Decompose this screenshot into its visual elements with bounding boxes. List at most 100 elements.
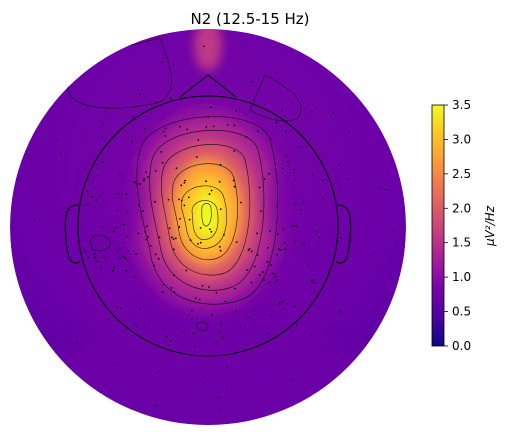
sensor-dot — [102, 123, 105, 126]
sensor-dot — [133, 180, 136, 183]
sensor-dot — [178, 226, 181, 229]
sensor-dot — [251, 81, 253, 83]
sensor-dot — [162, 130, 165, 133]
sensor-dot — [263, 279, 265, 282]
low-region-3 — [274, 260, 326, 340]
sensor-dot — [86, 190, 89, 193]
sensor-dot — [59, 152, 62, 155]
sensor-dot — [295, 324, 298, 326]
sensor-dot — [137, 204, 140, 207]
sensor-dot — [103, 257, 106, 259]
sensor-dot — [145, 171, 147, 174]
sensor-dot — [171, 236, 173, 239]
sensor-dot — [90, 195, 93, 198]
sensor-dot — [119, 173, 122, 176]
sensor-dot — [116, 250, 119, 252]
sensor-dot — [307, 264, 310, 267]
sensor-dot — [321, 197, 324, 199]
sensor-dot — [117, 209, 119, 212]
sensor-dot — [276, 205, 278, 208]
sensor-dot — [268, 172, 271, 175]
sensor-dot — [322, 179, 324, 182]
sensor-dot — [270, 137, 273, 140]
sensor-dot — [232, 179, 235, 182]
sensor-dot — [294, 305, 296, 308]
sensor-dot — [193, 332, 195, 335]
sensor-dot — [313, 282, 316, 284]
sensor-dot — [194, 345, 197, 347]
sensor-dot — [209, 228, 211, 231]
low-region-2 — [84, 260, 136, 340]
sensor-dot — [218, 180, 221, 183]
sensor-dot — [183, 331, 186, 334]
sensor-dot — [179, 125, 181, 128]
sensor-dot — [185, 269, 188, 272]
sensor-dot — [226, 124, 229, 126]
sensor-dot — [138, 182, 141, 185]
sensor-dot — [248, 316, 251, 319]
sensor-dot — [338, 310, 341, 313]
sensor-dot — [246, 269, 249, 271]
sensor-dot — [291, 379, 294, 381]
sensor-dot — [107, 318, 109, 321]
sensor-dot — [282, 300, 284, 303]
sensor-dot — [166, 335, 168, 338]
sensor-dot — [256, 254, 259, 257]
sensor-dot — [294, 202, 297, 205]
sensor-dot — [233, 185, 236, 188]
sensor-dot — [101, 161, 104, 164]
sensor-dot — [199, 241, 202, 244]
sensor-dot — [284, 248, 287, 251]
sensor-dot — [231, 386, 233, 389]
sensor-dot — [246, 136, 248, 139]
sensor-dot — [223, 233, 225, 236]
sensor-dot — [197, 243, 199, 245]
sensor-dot — [267, 332, 269, 335]
sensor-dot — [173, 274, 175, 277]
sensor-dot — [157, 257, 160, 260]
sensor-dot — [219, 322, 222, 324]
sensor-dot — [258, 274, 261, 276]
sensor-dot — [125, 269, 128, 272]
sensor-points — [33, 45, 395, 411]
sensor-dot — [170, 287, 173, 289]
sensor-dot — [112, 269, 114, 272]
sensor-dot — [98, 174, 100, 177]
sensor-dot — [164, 127, 167, 130]
sensor-dot — [278, 303, 281, 306]
sensor-dot — [215, 291, 218, 294]
sensor-dot — [205, 126, 208, 129]
sensor-dot — [257, 130, 259, 133]
sensor-dot — [174, 237, 177, 240]
sensor-dot — [194, 297, 197, 300]
sensor-dot — [125, 258, 127, 260]
sensor-dot — [210, 106, 212, 109]
sensor-dot — [281, 167, 284, 170]
sensor-dot — [139, 93, 141, 96]
sensor-dot — [233, 124, 236, 127]
sensor-dot — [212, 125, 215, 128]
sensor-dot — [270, 314, 272, 317]
sensor-dot — [160, 150, 163, 153]
sensor-dot — [248, 248, 251, 250]
sensor-dot — [318, 236, 320, 239]
sensor-dot — [261, 271, 264, 273]
sensor-dot — [294, 240, 297, 243]
sensor-dot — [154, 253, 157, 256]
sensor-dot — [266, 246, 269, 249]
sensor-dot — [367, 255, 370, 257]
sensor-dot — [172, 238, 175, 241]
sensor-dot — [199, 227, 202, 229]
sensor-dot — [208, 193, 211, 196]
sensor-dot — [201, 284, 204, 287]
sensor-dot — [183, 204, 186, 207]
sensor-dot — [203, 383, 206, 385]
sensor-dot — [163, 328, 166, 330]
sensor-dot — [235, 110, 237, 112]
sensor-dot — [139, 308, 142, 310]
sensor-dot — [190, 309, 193, 312]
sensor-dot — [95, 199, 98, 201]
sensor-dot — [170, 339, 172, 342]
sensor-dot — [55, 138, 58, 141]
sensor-dot — [84, 250, 87, 253]
